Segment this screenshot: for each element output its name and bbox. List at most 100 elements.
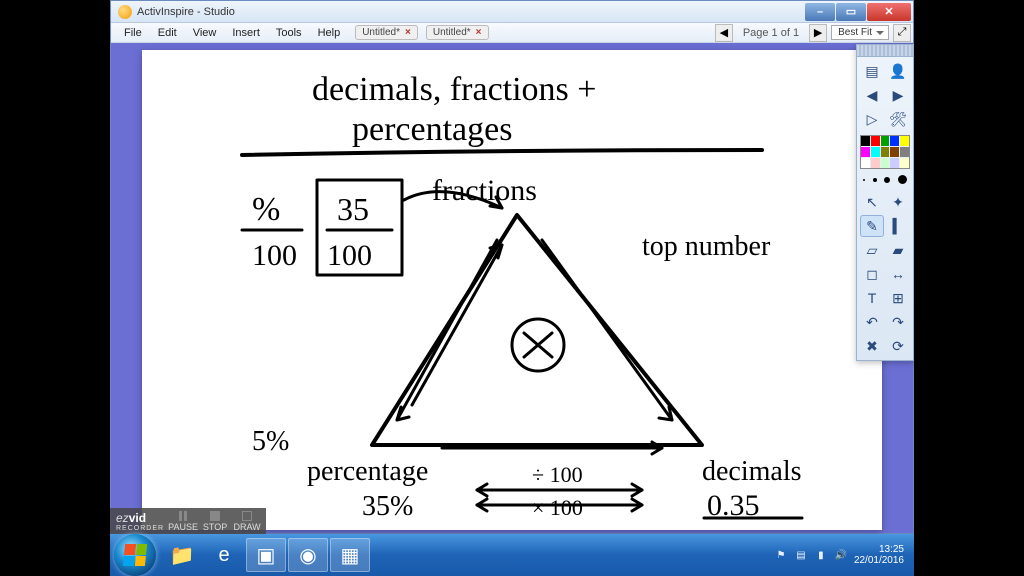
- swatch[interactable]: [871, 158, 880, 168]
- pen-size-9[interactable]: [898, 175, 907, 184]
- swatch[interactable]: [871, 147, 880, 157]
- menu-view[interactable]: View: [186, 25, 224, 41]
- canvas-area: decimals, fractions +percentages%1003510…: [111, 43, 913, 533]
- pen-size-2[interactable]: [863, 179, 865, 181]
- swatch[interactable]: [900, 147, 909, 157]
- redo-icon[interactable]: ↷: [886, 311, 910, 333]
- highlighter-icon[interactable]: ▍: [886, 215, 910, 237]
- letterbox-right: [914, 0, 1024, 576]
- svg-text:× 100: × 100: [532, 495, 583, 520]
- start-button[interactable]: [114, 534, 156, 576]
- swatch[interactable]: [881, 147, 890, 157]
- menu-help[interactable]: Help: [311, 25, 348, 41]
- next-page-button[interactable]: ▶: [809, 24, 827, 42]
- next-icon[interactable]: ▶: [886, 84, 910, 106]
- svg-text:percentages: percentages: [352, 111, 512, 148]
- prev-page-button[interactable]: ◀: [715, 24, 733, 42]
- app-icon: [118, 5, 132, 19]
- tab-2[interactable]: Untitled* ×: [426, 25, 489, 40]
- desktop: ActivInspire - Studio – ▭ ✕ File Edit Vi…: [110, 0, 914, 576]
- tab-2-close-icon[interactable]: ×: [476, 27, 482, 38]
- connector-icon[interactable]: ↔: [886, 263, 910, 285]
- menu-icon[interactable]: ▤: [860, 60, 884, 82]
- maximize-button[interactable]: ▭: [836, 3, 866, 21]
- volume-icon[interactable]: 🔊: [834, 548, 848, 562]
- text-icon[interactable]: T: [860, 287, 884, 309]
- pen-size-4[interactable]: [873, 178, 877, 182]
- pen-size-6[interactable]: [884, 177, 890, 183]
- reset-icon[interactable]: ⟳: [886, 335, 910, 357]
- whiteboard-drawing: decimals, fractions +percentages%1003510…: [142, 50, 882, 530]
- minimize-button[interactable]: –: [805, 3, 835, 21]
- swatch[interactable]: [861, 147, 870, 157]
- ezvid-draw-button[interactable]: DRAW: [234, 511, 260, 532]
- svg-text:decimals: decimals: [702, 456, 802, 487]
- svg-text:100: 100: [327, 239, 372, 272]
- toolbox-grip[interactable]: [857, 45, 913, 57]
- menu-edit[interactable]: Edit: [151, 25, 184, 41]
- ezvid-app-icon[interactable]: ▣: [246, 538, 286, 572]
- pointer-icon[interactable]: ↖: [860, 191, 884, 213]
- tab-1-label: Untitled*: [362, 27, 400, 38]
- swatch[interactable]: [890, 147, 899, 157]
- svg-text:÷ 100: ÷ 100: [532, 462, 583, 487]
- svg-text:%: %: [252, 191, 280, 228]
- ezvid-stop-button[interactable]: STOP: [202, 511, 228, 532]
- clear-icon[interactable]: ✖: [860, 335, 884, 357]
- swatch[interactable]: [900, 158, 909, 168]
- network-icon[interactable]: ▤: [794, 548, 808, 562]
- swatch[interactable]: [890, 136, 899, 146]
- prev-icon[interactable]: ◀: [860, 84, 884, 106]
- fullscreen-button[interactable]: ⤢: [893, 24, 911, 42]
- swatch[interactable]: [890, 158, 899, 168]
- pen-icon[interactable]: ✎: [860, 215, 884, 237]
- menu-file[interactable]: File: [117, 25, 149, 41]
- signal-icon[interactable]: ▮: [814, 548, 828, 562]
- clock-time: 13:25: [879, 544, 904, 555]
- svg-text:decimals, fractions +: decimals, fractions +: [312, 71, 596, 108]
- flipchart-page[interactable]: decimals, fractions +percentages%1003510…: [142, 50, 882, 530]
- tools-icon[interactable]: 🛠: [886, 108, 910, 130]
- main-toolbox[interactable]: ▤👤◀▶▷🛠 ↖✦✎▍▱▰◻↔T⊞↶↷✖⟳: [856, 44, 914, 361]
- undo-icon[interactable]: ↶: [860, 311, 884, 333]
- letterbox-left: [0, 0, 110, 576]
- explorer-icon[interactable]: 📁: [162, 538, 202, 572]
- close-button[interactable]: ✕: [867, 3, 911, 21]
- ie-icon[interactable]: e: [204, 538, 244, 572]
- menu-tools[interactable]: Tools: [269, 25, 309, 41]
- fill-icon[interactable]: ▰: [886, 239, 910, 261]
- tab-2-label: Untitled*: [433, 27, 471, 38]
- svg-text:35%: 35%: [362, 491, 413, 522]
- swatch[interactable]: [881, 136, 890, 146]
- ezvid-pause-button[interactable]: PAUSE: [170, 511, 196, 532]
- wand-icon[interactable]: ✦: [886, 191, 910, 213]
- clock-date: 22/01/2016: [854, 555, 904, 566]
- color-palette[interactable]: [860, 135, 910, 169]
- swatch[interactable]: [861, 136, 870, 146]
- profile-icon[interactable]: 👤: [886, 60, 910, 82]
- svg-text:100: 100: [252, 239, 297, 272]
- activinspire-app-icon[interactable]: ◉: [288, 538, 328, 572]
- swatch[interactable]: [871, 136, 880, 146]
- menu-insert[interactable]: Insert: [225, 25, 267, 41]
- eraser-icon[interactable]: ▱: [860, 239, 884, 261]
- tab-1-close-icon[interactable]: ×: [405, 27, 411, 38]
- flag-icon[interactable]: ⚑: [774, 548, 788, 562]
- clock[interactable]: 13:25 22/01/2016: [854, 544, 904, 566]
- system-tray[interactable]: ⚑ ▤ ▮ 🔊 13:25 22/01/2016: [774, 544, 910, 566]
- titlebar[interactable]: ActivInspire - Studio – ▭ ✕: [111, 1, 913, 23]
- svg-text:5%: 5%: [252, 426, 289, 457]
- tab-1[interactable]: Untitled* ×: [355, 25, 418, 40]
- swatch[interactable]: [900, 136, 909, 146]
- shape-icon[interactable]: ◻: [860, 263, 884, 285]
- swatch[interactable]: [861, 158, 870, 168]
- zoom-select[interactable]: Best Fit: [831, 25, 889, 40]
- pen-size-row[interactable]: [857, 171, 913, 188]
- play-icon[interactable]: ▷: [860, 108, 884, 130]
- app3-icon[interactable]: ▦: [330, 538, 370, 572]
- taskbar[interactable]: 📁e▣◉▦ ⚑ ▤ ▮ 🔊 13:25 22/01/2016: [110, 534, 914, 576]
- svg-text:top number: top number: [642, 231, 771, 262]
- ezvid-recorder-overlay[interactable]: ezvid RECORDER PAUSE STOP DRAW: [110, 508, 266, 534]
- insert-icon[interactable]: ⊞: [886, 287, 910, 309]
- swatch[interactable]: [881, 158, 890, 168]
